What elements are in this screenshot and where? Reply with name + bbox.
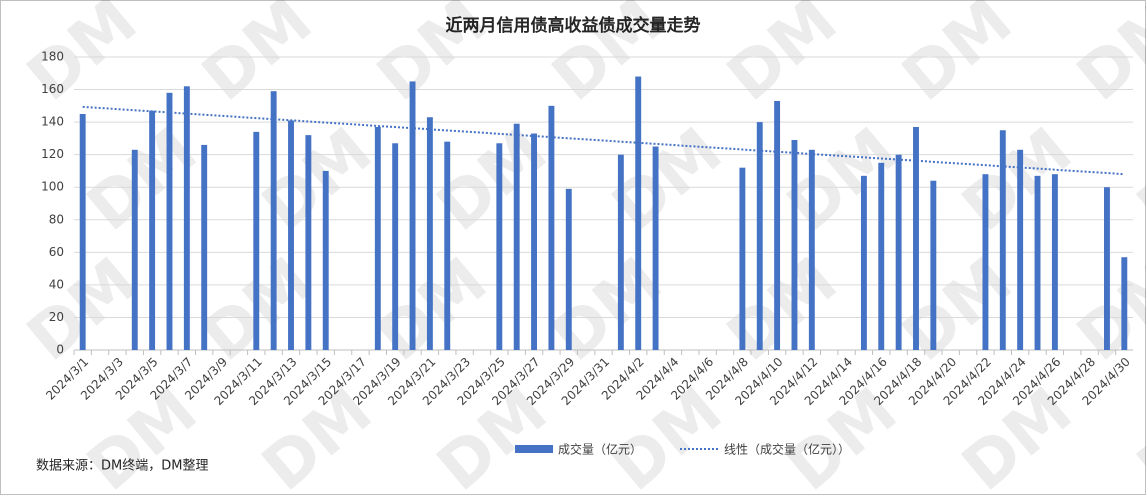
bar: [322, 170, 329, 350]
bar: [131, 149, 138, 350]
bar: [496, 143, 503, 350]
bar: [1104, 187, 1110, 350]
bar: [565, 188, 572, 350]
trend-line: [82, 105, 1125, 176]
y-tick-label: 60: [49, 245, 64, 259]
y-tick-label: 0: [56, 343, 64, 357]
bar: [774, 100, 781, 350]
bar: [79, 113, 86, 350]
bar: [756, 122, 763, 350]
y-tick-label: 160: [41, 82, 64, 96]
bar: [513, 123, 520, 350]
bar: [253, 131, 260, 350]
legend-label: 成交量（亿元）: [558, 442, 642, 457]
legend-swatch: [515, 445, 553, 453]
y-tick-label: 140: [41, 115, 64, 129]
bar: [1051, 174, 1058, 350]
bar: [895, 154, 902, 350]
bar: [982, 174, 989, 350]
bar: [548, 105, 555, 350]
bar: [652, 146, 659, 350]
bar: [305, 135, 312, 350]
bar: [878, 162, 885, 350]
bar: [1034, 175, 1041, 350]
y-tick-label: 180: [41, 50, 64, 64]
bar: [930, 180, 937, 350]
y-tick-label: 40: [49, 277, 64, 291]
source: 数据来源：DM终端，DM整理: [36, 458, 208, 474]
bar: [531, 133, 538, 350]
bar: [149, 110, 156, 350]
bar: [444, 141, 451, 350]
bar: [808, 149, 815, 350]
bar: [617, 154, 624, 350]
bar: [635, 76, 642, 351]
legend-label: 线性（成交量（亿元））: [724, 442, 850, 457]
y-tick-label: 120: [41, 147, 64, 161]
bar: [392, 143, 399, 350]
bar: [288, 120, 294, 350]
y-tick-label: 100: [41, 180, 64, 194]
y-tick-label: 20: [49, 310, 64, 324]
bar: [409, 81, 416, 351]
y-tick-label: 80: [49, 212, 64, 226]
bar: [913, 126, 919, 350]
bar: [374, 126, 381, 350]
bar: [1017, 149, 1024, 350]
bar: [183, 86, 190, 351]
bar: [739, 167, 746, 350]
bar: [426, 117, 433, 350]
bar: [201, 144, 208, 350]
bar: [791, 140, 798, 350]
bar: [860, 175, 867, 350]
bar: [270, 91, 277, 350]
chart-title: 近两月信用债高收益债成交量走势: [446, 15, 701, 36]
bar: [166, 92, 173, 351]
bar: [1121, 257, 1128, 350]
bar: [999, 130, 1006, 350]
